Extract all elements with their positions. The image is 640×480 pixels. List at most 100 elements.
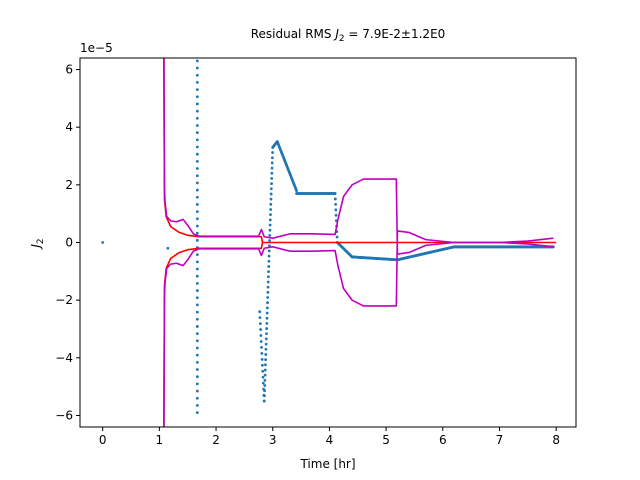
data-point bbox=[263, 389, 266, 393]
y-tick-label: −2 bbox=[55, 293, 73, 307]
data-point bbox=[259, 334, 263, 337]
y-tick-label: −6 bbox=[55, 408, 73, 422]
data-point bbox=[259, 328, 262, 331]
y-tick-label: 6 bbox=[65, 63, 73, 77]
data-point bbox=[266, 301, 269, 305]
data-point bbox=[263, 373, 267, 377]
data-point bbox=[264, 363, 267, 367]
data-point bbox=[195, 353, 199, 357]
data-point bbox=[265, 316, 269, 320]
data-point bbox=[265, 332, 268, 336]
data-point bbox=[264, 358, 268, 362]
data-point bbox=[263, 384, 267, 387]
data-point bbox=[269, 208, 273, 211]
data-point bbox=[270, 177, 274, 180]
data-point bbox=[195, 95, 199, 99]
data-point bbox=[195, 124, 199, 127]
data-point bbox=[195, 346, 199, 350]
data-point bbox=[268, 218, 272, 222]
data-point bbox=[258, 316, 262, 320]
data-point bbox=[195, 238, 199, 242]
data-point bbox=[195, 389, 199, 393]
data-point bbox=[195, 404, 199, 407]
data-point bbox=[270, 182, 273, 186]
data-point bbox=[264, 337, 268, 341]
y-offset-text: 1e−5 bbox=[80, 41, 113, 55]
x-tick-label: 1 bbox=[156, 433, 164, 447]
data-point bbox=[267, 265, 271, 268]
data-point bbox=[334, 213, 338, 217]
data-point bbox=[195, 116, 199, 120]
data-point bbox=[270, 161, 274, 165]
y-axis-label: J2 bbox=[29, 238, 46, 249]
data-point bbox=[195, 368, 199, 371]
data-point bbox=[268, 244, 271, 248]
data-point bbox=[195, 203, 199, 206]
data-point bbox=[264, 353, 268, 356]
data-point bbox=[264, 347, 268, 351]
data-point bbox=[263, 394, 266, 398]
data-point bbox=[265, 311, 269, 315]
data-point bbox=[269, 202, 273, 206]
data-point bbox=[195, 217, 199, 221]
y-tick-label: −4 bbox=[55, 351, 73, 365]
data-point bbox=[195, 174, 199, 178]
data-point bbox=[267, 259, 271, 263]
data-point bbox=[195, 267, 199, 271]
data-point bbox=[195, 224, 199, 228]
x-tick-label: 2 bbox=[212, 433, 220, 447]
data-point bbox=[195, 274, 199, 278]
series-line-3 bbox=[163, 58, 554, 255]
data-point bbox=[261, 381, 265, 385]
data-point bbox=[334, 208, 338, 212]
data-point bbox=[195, 375, 199, 379]
data-point bbox=[266, 280, 270, 284]
data-point bbox=[101, 241, 105, 244]
data-point bbox=[195, 73, 199, 77]
x-tick-label: 5 bbox=[382, 433, 390, 447]
data-point bbox=[269, 197, 273, 201]
y-tick-label: 2 bbox=[65, 178, 73, 192]
data-point bbox=[269, 213, 272, 217]
y-axis: −6 −4 −2 0 2 4 6 bbox=[55, 63, 80, 422]
data-point bbox=[270, 156, 274, 160]
data-point bbox=[195, 360, 199, 364]
plot-area bbox=[101, 58, 557, 427]
data-point bbox=[195, 109, 199, 113]
data-point bbox=[267, 249, 271, 253]
data-point bbox=[268, 239, 272, 242]
residual-points bbox=[101, 59, 555, 414]
series-line-4 bbox=[163, 230, 554, 427]
data-point bbox=[260, 346, 263, 349]
data-point bbox=[195, 289, 199, 292]
data-point bbox=[333, 192, 337, 195]
data-point bbox=[295, 189, 298, 193]
data-point bbox=[195, 131, 199, 135]
data-point bbox=[195, 325, 199, 328]
data-point bbox=[195, 195, 199, 199]
x-tick-label: 7 bbox=[496, 433, 504, 447]
data-point bbox=[261, 369, 265, 373]
data-point bbox=[195, 296, 199, 300]
data-point bbox=[195, 102, 199, 106]
data-point bbox=[195, 81, 199, 84]
data-point bbox=[195, 317, 199, 321]
data-point bbox=[195, 339, 199, 343]
data-point bbox=[195, 253, 199, 257]
data-point bbox=[262, 399, 266, 403]
data-point bbox=[195, 396, 199, 400]
data-point bbox=[270, 171, 274, 175]
data-point bbox=[258, 322, 262, 325]
y-tick-label: 4 bbox=[65, 120, 73, 134]
data-point bbox=[258, 310, 262, 314]
data-point bbox=[261, 375, 265, 379]
data-point bbox=[268, 233, 272, 237]
data-point bbox=[268, 228, 272, 232]
data-point bbox=[195, 181, 199, 185]
data-point bbox=[195, 59, 199, 63]
data-point bbox=[263, 368, 267, 372]
x-tick-label: 0 bbox=[99, 433, 107, 447]
data-point bbox=[166, 246, 170, 250]
data-point bbox=[195, 167, 199, 170]
y-tick-label: 0 bbox=[65, 236, 73, 250]
